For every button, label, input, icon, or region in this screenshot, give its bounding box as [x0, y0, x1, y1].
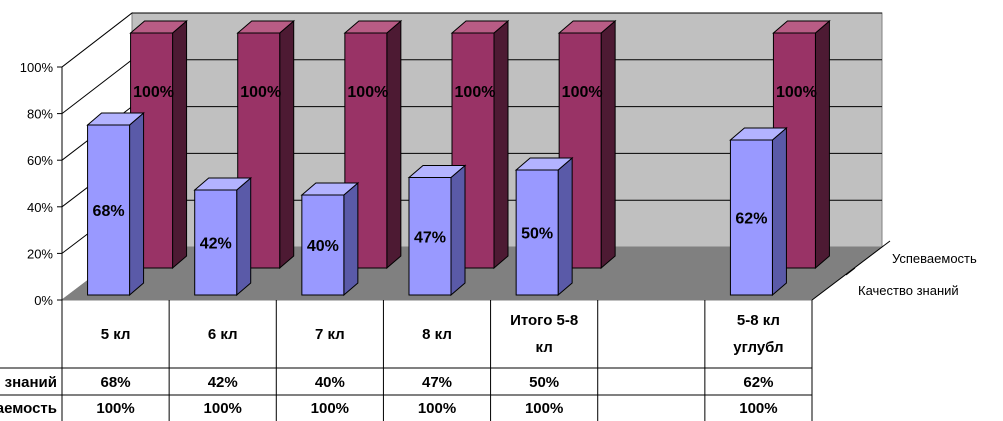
- y-tick-label: 60%: [27, 153, 53, 168]
- table-value: 68%: [101, 374, 131, 391]
- y-tick-label: 20%: [27, 246, 53, 261]
- y-tick-label: 80%: [27, 107, 53, 122]
- bar-value-label: 100%: [776, 84, 817, 101]
- table-value: 100%: [96, 400, 134, 417]
- bar-front: 50%: [514, 156, 574, 297]
- bar-value-label: 100%: [455, 84, 496, 101]
- table-category-label: 8 кл: [422, 326, 452, 343]
- table-category-label: 5-8 кл: [737, 312, 780, 329]
- bar-front: 47%: [407, 164, 467, 297]
- bar-front: 40%: [300, 181, 360, 297]
- table-value: 40%: [315, 374, 345, 391]
- depth-axis: Качество знаний Успеваемость: [811, 240, 977, 301]
- bar-back: 100%: [450, 19, 510, 270]
- bar-front: 42%: [193, 176, 253, 297]
- y-tick-label: 40%: [27, 200, 53, 215]
- bar-side: [600, 19, 616, 270]
- table-row-label: Качество знаний: [0, 374, 57, 391]
- bar-side: [279, 19, 295, 270]
- table-category-label: 5 кл: [101, 326, 131, 343]
- bar-side: [129, 111, 145, 297]
- bar-front: [194, 189, 238, 296]
- bar-value-label: 100%: [562, 84, 603, 101]
- table-value: 100%: [204, 400, 242, 417]
- bar-side: [493, 19, 509, 270]
- depth-label-series-1: Качество знаний: [858, 283, 959, 298]
- bar-front: [87, 124, 131, 296]
- table-row-label: Успеваемость: [0, 400, 57, 417]
- bar-value-label: 68%: [93, 203, 125, 220]
- bar-front: [515, 169, 559, 296]
- table-value: 100%: [311, 400, 349, 417]
- y-tick-label: 0%: [34, 293, 53, 308]
- bar-back: 100%: [343, 19, 403, 270]
- bar-front: 68%: [86, 111, 145, 297]
- bar-value-label: 100%: [240, 84, 281, 101]
- bar-front: 62%: [729, 126, 788, 297]
- table-value: 47%: [422, 374, 452, 391]
- gridline: [61, 12, 882, 68]
- bar-side: [343, 181, 359, 297]
- table-category-label: Итого 5-8: [510, 312, 578, 329]
- table-category-label: 6 кл: [208, 326, 238, 343]
- bar-value-label: 40%: [307, 238, 339, 255]
- bar-side: [236, 176, 252, 297]
- bar-side: [172, 19, 188, 270]
- table-value: 100%: [739, 400, 777, 417]
- bar-value-label: 62%: [735, 211, 767, 228]
- bar-side: [386, 19, 402, 270]
- bar-value-label: 47%: [414, 229, 446, 246]
- bar-front: [729, 139, 773, 296]
- bar-value-label: 50%: [521, 226, 553, 243]
- depth-tick: [845, 267, 856, 276]
- table-category-label: кл: [536, 339, 553, 356]
- depth-label-series-2: Успеваемость: [892, 251, 977, 266]
- bar-side: [814, 19, 830, 270]
- table-category-label: углубл: [733, 339, 783, 356]
- table-value: 100%: [525, 400, 563, 417]
- y-axis: 0% 20% 40% 60% 80% 100%: [20, 60, 63, 308]
- bar-side: [557, 156, 573, 297]
- bar-side: [450, 164, 466, 297]
- bar-front: [301, 194, 345, 296]
- table-value: 50%: [529, 374, 559, 391]
- y-tick-label: 100%: [20, 60, 54, 75]
- depth-tick: [881, 240, 891, 248]
- bar-back: 100%: [557, 19, 617, 270]
- table-value: 100%: [418, 400, 456, 417]
- table-category-label: 7 кл: [315, 326, 345, 343]
- bar-value-label: 100%: [133, 84, 174, 101]
- series-front-bars: 68% 42% 40% 47% 50% 62%: [86, 111, 788, 297]
- table-value: 62%: [743, 374, 773, 391]
- table-value: 42%: [208, 374, 238, 391]
- bar-back: 100%: [772, 19, 831, 270]
- data-table: 5 кл 68% 100% 6 кл 42% 100% 7 кл 40% 100% 8 кл 47%…: [0, 300, 813, 421]
- bar-value-label: 42%: [200, 236, 232, 253]
- depth-axis-line: [811, 246, 883, 301]
- bar-front: [408, 177, 452, 296]
- bar-value-label: 100%: [347, 84, 388, 101]
- bar-side: [771, 126, 787, 297]
